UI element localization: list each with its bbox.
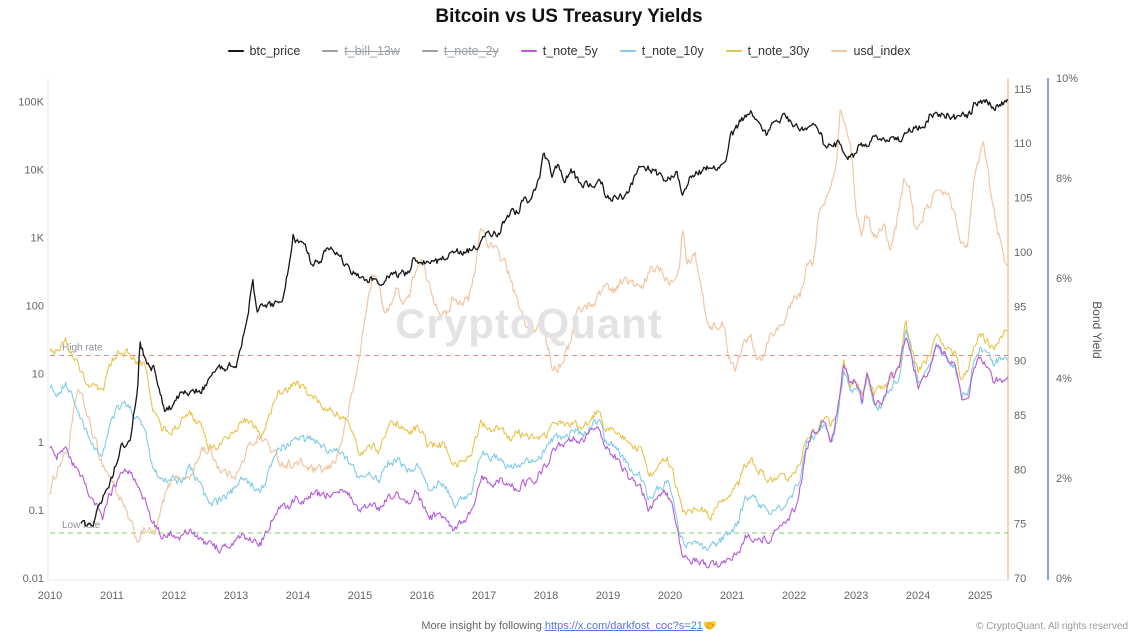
yield-axis-tick: 6%	[1056, 273, 1072, 285]
usd-axis-tick: 90	[1014, 356, 1026, 368]
threshold-label-low-rate: Low rate	[62, 520, 101, 531]
x-axis-tick: 2025	[968, 590, 992, 602]
chart-title: Bitcoin vs US Treasury Yields	[435, 6, 703, 27]
series-t_note_10y	[49, 329, 1009, 551]
legend-swatch-icon	[725, 50, 742, 52]
legend-item-btc_price[interactable]: btc_price	[227, 44, 301, 58]
legend-item-t_bill_13w[interactable]: t_bill_13w	[322, 44, 400, 58]
series-t_note_5y	[49, 337, 1009, 569]
footer-text: More insight by following	[421, 620, 545, 632]
legend-swatch-icon	[619, 50, 636, 52]
series-usd_index	[49, 109, 1009, 543]
left-axis-tick: 100	[26, 301, 44, 313]
footer: More insight by following https://x.com/…	[0, 619, 1138, 632]
legend: btc_price t_bill_13w t_note_2y t_note_5y t_n…	[0, 44, 1138, 58]
left-axis-tick: 0.1	[29, 505, 44, 517]
x-axis-tick: 2022	[782, 590, 806, 602]
legend-item-t_note_30y[interactable]: t_note_30y	[725, 44, 810, 58]
legend-label: t_note_30y	[747, 44, 810, 58]
legend-label: t_note_5y	[542, 44, 598, 58]
legend-swatch-icon	[421, 50, 438, 52]
copyright-notice: © CryptoQuant. All rights reserved	[976, 621, 1128, 632]
usd-axis-tick: 80	[1014, 464, 1026, 476]
legend-label: t_bill_13w	[344, 44, 400, 58]
yield-axis-tick: 8%	[1056, 173, 1072, 185]
usd-axis-tick: 85	[1014, 410, 1026, 422]
legend-swatch-icon	[322, 50, 339, 52]
left-axis-tick: 10K	[24, 164, 44, 176]
legend-swatch-icon	[227, 50, 244, 52]
x-axis-tick: 2023	[844, 590, 868, 602]
left-axis-tick: 100K	[18, 96, 44, 108]
cryptoquant-watermark: CryptoQuant	[395, 300, 663, 347]
left-axis-tick: 1	[38, 437, 44, 449]
usd-axis-tick: 100	[1014, 247, 1032, 259]
yield-axis-tick: 2%	[1056, 473, 1072, 485]
left-axis-tick: 10	[32, 369, 44, 381]
x-axis-tick: 2021	[720, 590, 744, 602]
legend-swatch-icon	[520, 50, 537, 52]
yield-axis-tick: 0%	[1056, 573, 1072, 585]
legend-label: usd_index	[853, 44, 911, 58]
legend-item-t_note_5y[interactable]: t_note_5y	[520, 44, 598, 58]
x-axis-tick: 2013	[224, 590, 248, 602]
usd-axis-tick: 115	[1014, 84, 1032, 96]
series-btc_price	[80, 98, 1009, 527]
x-axis-tick: 2012	[162, 590, 186, 602]
x-axis-tick: 2010	[38, 590, 62, 602]
x-axis-tick: 2024	[906, 590, 930, 602]
usd-axis-tick: 70	[1014, 573, 1026, 585]
legend-label: t_note_10y	[641, 44, 704, 58]
legend-item-t_note_2y[interactable]: t_note_2y	[421, 44, 499, 58]
x-axis-tick: 2014	[286, 590, 310, 602]
footer-link[interactable]: https://x.com/darkfost_coc?s=21	[544, 620, 703, 632]
yield-axis-tick: 10%	[1056, 73, 1078, 85]
x-axis-tick: 2018	[534, 590, 558, 602]
legend-swatch-icon	[831, 50, 848, 52]
usd-axis-tick: 105	[1014, 193, 1032, 205]
x-axis-tick: 2011	[100, 590, 124, 602]
legend-label: btc_price	[249, 44, 301, 58]
x-axis-tick: 2017	[472, 590, 496, 602]
usd-axis-tick: 95	[1014, 301, 1026, 313]
left-axis-tick: 0.01	[23, 573, 44, 585]
left-axis-tick: 1K	[31, 233, 45, 245]
x-axis-tick: 2020	[658, 590, 682, 602]
legend-item-t_note_10y[interactable]: t_note_10y	[619, 44, 704, 58]
yield-axis-tick: 4%	[1056, 373, 1072, 385]
yield-axis-title: Bond Yield	[1090, 301, 1104, 359]
series-t_note_30y	[49, 320, 1008, 521]
x-axis-tick: 2015	[348, 590, 372, 602]
usd-axis-tick: 110	[1014, 138, 1032, 150]
legend-item-usd_index[interactable]: usd_index	[831, 44, 910, 58]
legend-label: t_note_2y	[443, 44, 499, 58]
threshold-label-high-rate: High rate	[62, 343, 103, 354]
footer-emoji: 🤝	[702, 620, 717, 632]
x-axis-tick: 2019	[596, 590, 620, 602]
x-axis-tick: 2016	[410, 590, 434, 602]
usd-axis-tick: 75	[1014, 519, 1026, 531]
